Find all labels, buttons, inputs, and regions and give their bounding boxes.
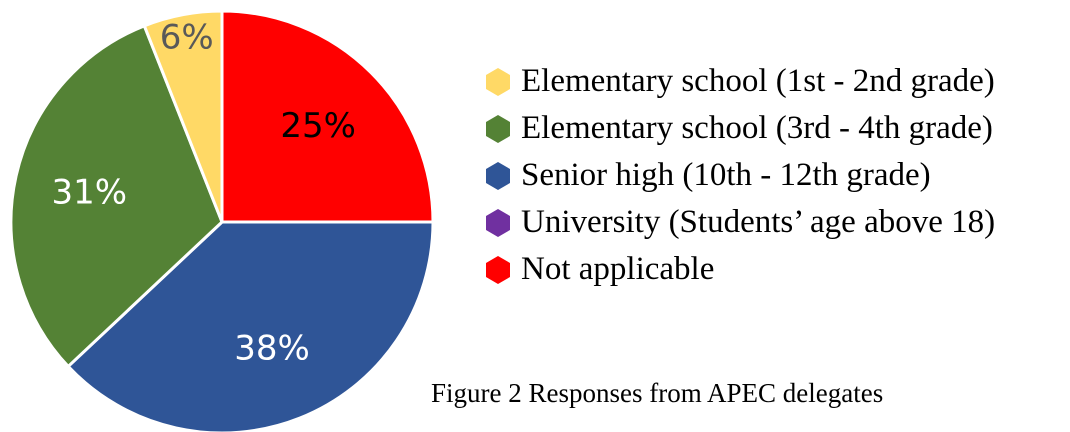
legend-label: University (Students’ age above 18) bbox=[521, 204, 996, 240]
legend-item: University (Students’ age above 18) bbox=[483, 199, 995, 246]
figure-caption: Figure 2 Responses from APEC delegates bbox=[431, 378, 884, 408]
legend: Elementary school (1st - 2nd grade) Elem… bbox=[483, 58, 995, 293]
hexagon-marker-icon bbox=[486, 255, 510, 284]
pie-slice bbox=[142, 9, 224, 223]
legend-item: Elementary school (1st - 2nd grade) bbox=[483, 58, 995, 105]
hexagon-marker-icon bbox=[486, 114, 510, 143]
legend-label: Senior high (10th - 12th grade) bbox=[521, 157, 931, 193]
hexagon-marker-icon bbox=[486, 67, 510, 96]
slice-value-label: 6% bbox=[160, 17, 214, 57]
legend-item: Not applicable bbox=[483, 246, 995, 293]
pie-slice bbox=[220, 9, 435, 224]
legend-item: Senior high (10th - 12th grade) bbox=[483, 152, 995, 199]
legend-label: Elementary school (3rd - 4th grade) bbox=[521, 110, 993, 146]
hexagon-marker-icon bbox=[486, 208, 510, 237]
slice-value-label: 25% bbox=[280, 106, 356, 146]
pie-slice bbox=[66, 220, 435, 432]
slice-value-label: 31% bbox=[51, 172, 127, 212]
pie-chart: 25% 38% 31% 6% bbox=[9, 9, 435, 432]
legend-label: Elementary school (1st - 2nd grade) bbox=[521, 63, 995, 99]
slice-value-label: 38% bbox=[234, 328, 310, 368]
pie-slice bbox=[9, 23, 224, 369]
legend-item: Elementary school (3rd - 4th grade) bbox=[483, 105, 995, 152]
hexagon-marker-icon bbox=[486, 161, 510, 190]
legend-label: Not applicable bbox=[521, 251, 715, 287]
